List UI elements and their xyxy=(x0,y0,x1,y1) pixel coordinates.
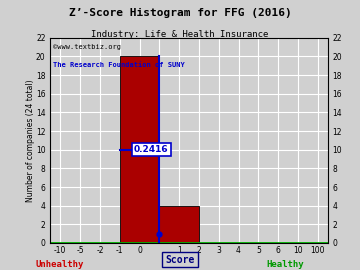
Text: Unhealthy: Unhealthy xyxy=(36,260,84,269)
Text: Industry: Life & Health Insurance: Industry: Life & Health Insurance xyxy=(91,30,269,39)
Bar xyxy=(159,206,199,243)
Text: Z’-Score Histogram for FFG (2016): Z’-Score Histogram for FFG (2016) xyxy=(69,8,291,18)
Text: Score: Score xyxy=(165,255,195,265)
Text: The Research Foundation of SUNY: The Research Foundation of SUNY xyxy=(53,62,185,68)
Text: ©www.textbiz.org: ©www.textbiz.org xyxy=(53,44,121,50)
Text: 0.2416: 0.2416 xyxy=(134,145,169,154)
Text: Healthy: Healthy xyxy=(266,260,304,269)
Bar xyxy=(120,56,159,243)
Y-axis label: Number of companies (24 total): Number of companies (24 total) xyxy=(26,79,35,202)
